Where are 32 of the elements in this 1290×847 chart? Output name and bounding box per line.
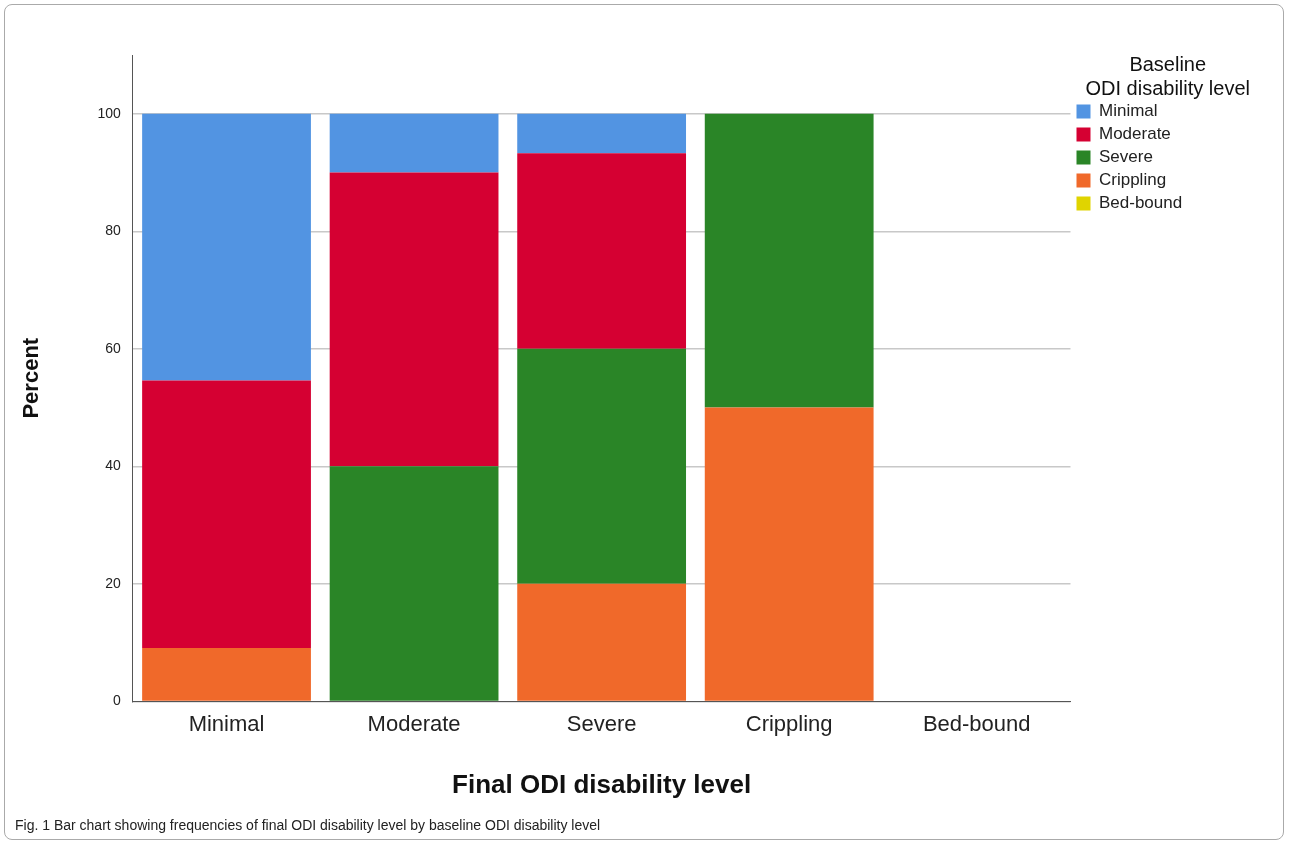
bar — [329, 172, 499, 467]
bar — [329, 113, 499, 173]
bar — [704, 407, 874, 701]
x-tick-label: Severe — [566, 710, 637, 736]
x-tick-label: Minimal — [188, 710, 265, 736]
caption: Fig. 1 Bar chart showing frequencies of final ODI disability level by baseline ODI disability level — [15, 817, 601, 833]
x-tick-label: Crippling — [745, 710, 833, 736]
y-axis-title: Percent — [18, 337, 44, 419]
y-tick-label: 100 — [97, 104, 121, 121]
y-tick-label: 40 — [105, 457, 121, 474]
legend-title: Baseline ODI disability level — [1085, 52, 1251, 99]
bar — [517, 348, 687, 584]
x-axis-title: Final ODI disability level — [452, 768, 752, 799]
y-tick-label: 60 — [105, 339, 121, 356]
bar — [517, 583, 687, 701]
legend-label: Crippling — [1099, 170, 1167, 190]
bar — [142, 113, 311, 381]
legend-label: Minimal — [1099, 101, 1158, 121]
bar — [142, 647, 311, 701]
bar — [517, 153, 687, 349]
bar — [704, 113, 874, 408]
y-tick-label: 20 — [105, 574, 121, 591]
x-tick-label: Moderate — [367, 710, 461, 736]
y-tick-label: 80 — [105, 222, 121, 239]
x-tick-label: Bed-bound — [922, 710, 1031, 736]
legend-label: Moderate — [1099, 124, 1171, 144]
legend-label: Severe — [1099, 147, 1153, 167]
legend-label: Bed-bound — [1099, 193, 1183, 213]
bar — [329, 466, 499, 701]
bar — [517, 113, 687, 154]
bar — [142, 380, 311, 648]
y-tick-label: 0 — [112, 692, 121, 709]
